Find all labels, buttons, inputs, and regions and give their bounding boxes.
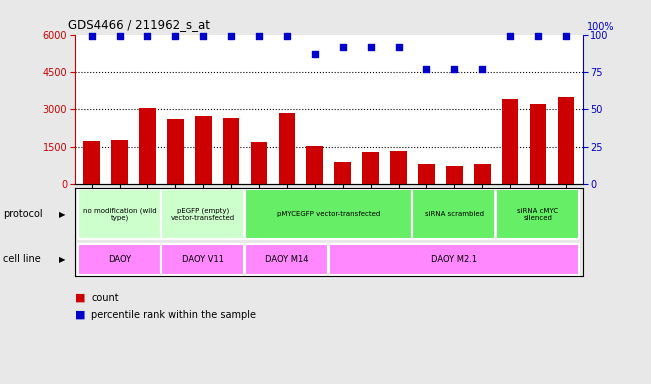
Text: siRNA scrambled: siRNA scrambled xyxy=(425,211,484,217)
Point xyxy=(505,33,516,39)
Text: DAOY V11: DAOY V11 xyxy=(182,255,224,264)
Bar xyxy=(413,189,495,239)
Bar xyxy=(496,189,579,239)
Bar xyxy=(245,244,328,275)
Text: ▶: ▶ xyxy=(59,210,65,218)
Text: 100%: 100% xyxy=(587,22,615,32)
Bar xyxy=(161,244,244,275)
Text: siRNA cMYC
silenced: siRNA cMYC silenced xyxy=(518,208,559,220)
Bar xyxy=(167,119,184,184)
Point xyxy=(254,33,264,39)
Bar xyxy=(161,189,244,239)
Bar xyxy=(557,97,574,184)
Bar xyxy=(335,162,351,184)
Text: percentile rank within the sample: percentile rank within the sample xyxy=(91,310,256,320)
Bar xyxy=(530,104,546,184)
Text: ▶: ▶ xyxy=(59,255,65,264)
Bar xyxy=(251,142,268,184)
Bar xyxy=(362,152,379,184)
Bar xyxy=(245,189,411,239)
Bar xyxy=(223,118,240,184)
Point xyxy=(477,66,488,72)
Point xyxy=(87,33,97,39)
Point xyxy=(282,33,292,39)
Point xyxy=(421,66,432,72)
Bar xyxy=(502,99,518,184)
Bar xyxy=(195,116,212,184)
Bar xyxy=(279,113,296,184)
Point xyxy=(561,33,571,39)
Point xyxy=(449,66,460,72)
Point xyxy=(226,33,236,39)
Point xyxy=(533,33,543,39)
Point xyxy=(170,33,180,39)
Bar xyxy=(77,244,161,275)
Bar xyxy=(390,151,407,184)
Text: ■: ■ xyxy=(75,310,85,320)
Text: DAOY M14: DAOY M14 xyxy=(265,255,309,264)
Bar xyxy=(77,189,161,239)
Text: no modification (wild
type): no modification (wild type) xyxy=(83,207,156,221)
Point xyxy=(365,43,376,50)
Point xyxy=(337,43,348,50)
Point xyxy=(142,33,152,39)
Text: pMYCEGFP vector-transfected: pMYCEGFP vector-transfected xyxy=(277,211,380,217)
Bar xyxy=(83,141,100,184)
Bar xyxy=(307,146,323,184)
Text: protocol: protocol xyxy=(3,209,43,219)
Bar xyxy=(139,108,156,184)
Bar xyxy=(474,164,491,184)
Text: count: count xyxy=(91,293,118,303)
Text: DAOY M2.1: DAOY M2.1 xyxy=(431,255,477,264)
Text: pEGFP (empty)
vector-transfected: pEGFP (empty) vector-transfected xyxy=(171,207,235,221)
Point xyxy=(310,51,320,57)
Bar xyxy=(329,244,579,275)
Text: DAOY: DAOY xyxy=(108,255,131,264)
Point xyxy=(115,33,125,39)
Point xyxy=(393,43,404,50)
Text: ■: ■ xyxy=(75,293,85,303)
Bar xyxy=(446,166,463,184)
Bar xyxy=(111,140,128,184)
Text: cell line: cell line xyxy=(3,254,41,264)
Bar xyxy=(418,164,435,184)
Point xyxy=(198,33,208,39)
Text: GDS4466 / 211962_s_at: GDS4466 / 211962_s_at xyxy=(68,18,210,31)
